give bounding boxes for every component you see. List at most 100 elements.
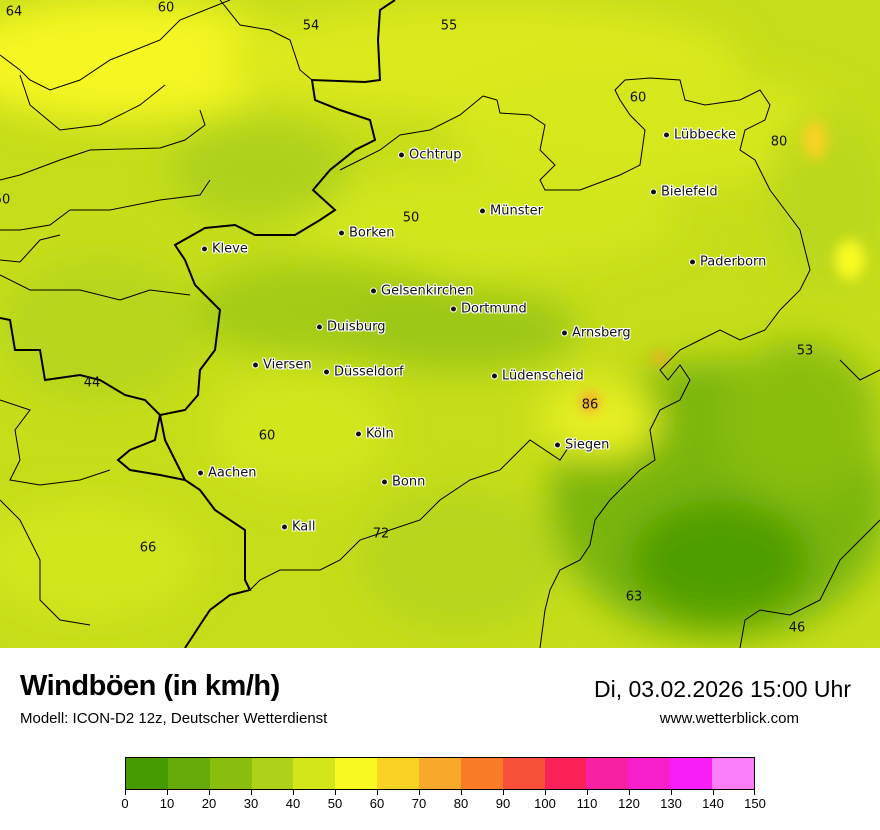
legend-tick-label: 70 (411, 796, 427, 811)
wind-gust-map (0, 0, 880, 648)
legend-tick (251, 790, 252, 795)
value-label: 50 (402, 210, 420, 226)
city-marker-icon (201, 245, 208, 253)
city-marker-icon (450, 305, 457, 313)
value-label: 72 (372, 526, 390, 542)
city-label: Kall (281, 520, 316, 535)
city-label: Aachen (197, 466, 256, 481)
legend-swatch (167, 758, 210, 789)
city-label: Lübbecke (663, 128, 736, 143)
legend-tick-label: 0 (121, 796, 129, 811)
city-name: Düsseldorf (334, 364, 404, 380)
city-label: Dortmund (450, 302, 527, 317)
city-name: Duisburg (327, 319, 386, 335)
city-label: Viersen (252, 358, 312, 373)
value-label: 50 (0, 192, 11, 208)
forecast-datetime: Di, 03.02.2026 15:00 Uhr (593, 676, 851, 702)
city-marker-icon (197, 469, 204, 477)
borders (0, 0, 880, 648)
legend-swatch (586, 758, 629, 789)
city-label: Düsseldorf (323, 365, 404, 380)
value-label: 66 (139, 540, 157, 556)
value-label: 60 (629, 90, 647, 106)
value-label: 54 (302, 18, 320, 34)
city-name: Lüdenscheid (502, 368, 584, 384)
city-name: Siegen (565, 437, 610, 453)
value-label: 53 (796, 343, 814, 359)
city-name: Dortmund (461, 301, 527, 317)
city-marker-icon (554, 441, 561, 449)
legend-swatch (712, 758, 754, 789)
city-marker-icon (338, 229, 345, 237)
city-marker-icon (491, 372, 498, 380)
legend-tick (419, 790, 420, 795)
city-label: Münster (479, 204, 543, 219)
city-name: Aachen (208, 465, 257, 481)
city-label: Arnsberg (561, 326, 631, 341)
legend-tick-label: 80 (453, 796, 469, 811)
legend-tick (335, 790, 336, 795)
legend-tick (629, 790, 630, 795)
legend-tick-label: 20 (201, 796, 217, 811)
city-label: Gelsenkirchen (370, 284, 474, 299)
color-legend (125, 757, 755, 790)
legend-tick-label: 120 (618, 796, 640, 811)
legend-tick (713, 790, 714, 795)
legend-tick-label: 10 (159, 796, 175, 811)
legend-swatch (419, 758, 461, 789)
legend-swatch (377, 758, 420, 789)
value-label: 46 (788, 620, 806, 636)
legend-tick (377, 790, 378, 795)
legend-tick-label: 30 (243, 796, 259, 811)
city-name: Kleve (212, 241, 248, 257)
city-label: Paderborn (689, 255, 766, 270)
legend-tick-label: 140 (702, 796, 724, 811)
city-marker-icon (252, 361, 259, 369)
city-label: Siegen (554, 438, 609, 453)
legend-swatch (293, 758, 336, 789)
city-label: Köln (355, 427, 394, 442)
city-name: Viersen (263, 357, 312, 373)
value-label: 64 (5, 4, 23, 20)
wind-field (0, 0, 880, 640)
value-label: 44 (83, 375, 101, 391)
city-marker-icon (650, 188, 657, 196)
legend-tick-label: 90 (495, 796, 511, 811)
city-marker-icon (323, 368, 330, 376)
value-label: 60 (157, 0, 175, 16)
legend-tick (503, 790, 504, 795)
model-source: Modell: ICON-D2 12z, Deutscher Wetterdie… (20, 710, 328, 727)
city-label: Borken (338, 226, 395, 241)
city-marker-icon (355, 430, 362, 438)
legend-swatch (126, 758, 168, 789)
legend-swatch (670, 758, 713, 789)
legend-tick-label: 150 (744, 796, 766, 811)
legend-tick (461, 790, 462, 795)
city-name: Arnsberg (572, 325, 631, 341)
city-name: Bonn (392, 474, 426, 490)
city-name: Münster (490, 203, 543, 219)
city-name: Lübbecke (674, 127, 736, 143)
legend-tick (587, 790, 588, 795)
value-label: 63 (625, 589, 643, 605)
legend-tick-label: 50 (327, 796, 343, 811)
city-name: Ochtrup (409, 147, 462, 163)
city-marker-icon (398, 151, 405, 159)
city-marker-icon (281, 523, 288, 531)
legend-tick-label: 100 (534, 796, 556, 811)
legend-tick (545, 790, 546, 795)
city-marker-icon (316, 323, 323, 331)
city-name: Köln (366, 426, 394, 442)
value-label: 60 (258, 428, 276, 444)
legend-tick-label: 110 (576, 796, 598, 811)
legend-swatch (502, 758, 545, 789)
legend-swatch (544, 758, 587, 789)
legend-swatch (251, 758, 294, 789)
city-marker-icon (663, 131, 670, 139)
legend-tick (167, 790, 168, 795)
value-label: 86 (581, 397, 599, 413)
legend-tick (125, 790, 126, 795)
website-link[interactable]: www.wetterblick.com (659, 710, 799, 727)
city-name: Kall (292, 519, 316, 535)
city-label: Ochtrup (398, 148, 462, 163)
